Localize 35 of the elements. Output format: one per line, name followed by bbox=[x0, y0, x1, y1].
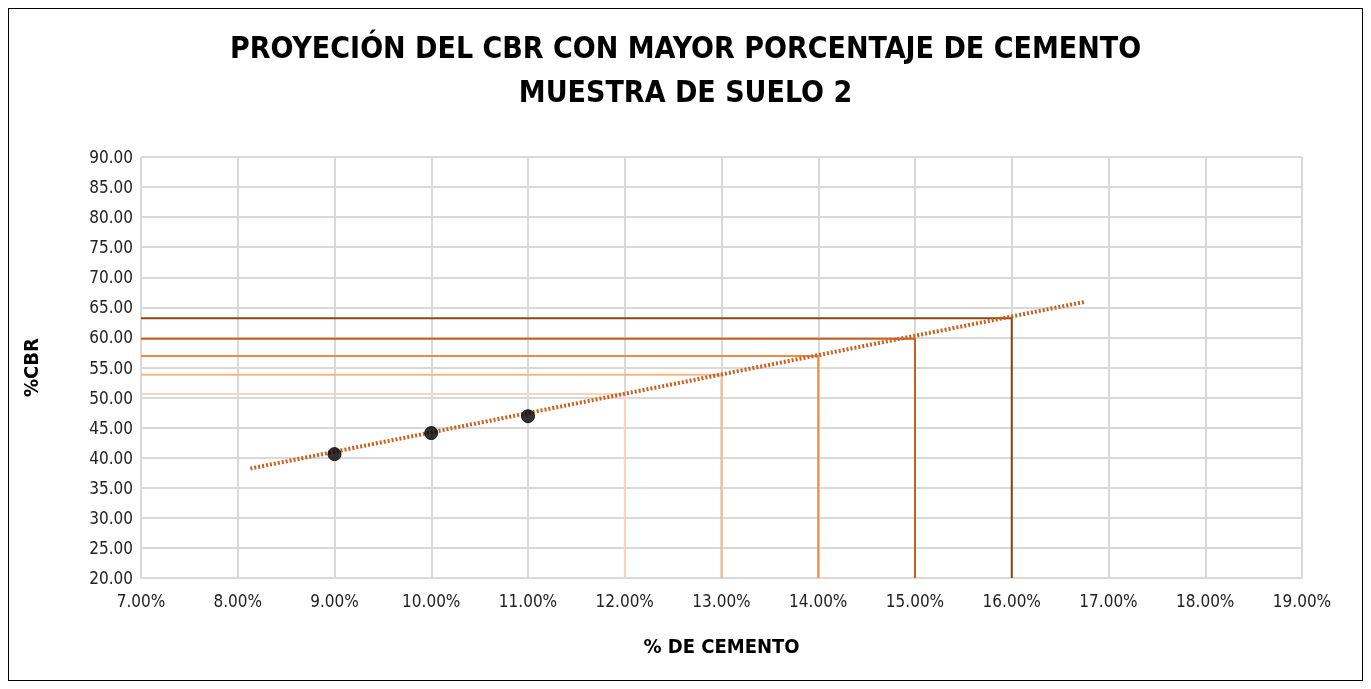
y-tick-label: 70.00 bbox=[89, 267, 133, 288]
x-tick-label: 17.00% bbox=[1079, 590, 1138, 611]
y-axis-title: %CBR bbox=[19, 337, 43, 397]
y-tick-label: 25.00 bbox=[89, 537, 133, 558]
y-tick-label: 65.00 bbox=[89, 297, 133, 318]
x-tick-label: 15.00% bbox=[885, 590, 945, 611]
x-tick-label: 8.00% bbox=[213, 590, 263, 611]
y-tick-label: 60.00 bbox=[89, 327, 133, 348]
y-tick-label: 40.00 bbox=[89, 447, 133, 468]
y-tick-label: 85.00 bbox=[89, 177, 133, 198]
y-tick-label: 20.00 bbox=[89, 568, 133, 588]
y-tick-label: 30.00 bbox=[89, 507, 133, 528]
y-tick-label: 90.00 bbox=[89, 147, 133, 167]
x-tick-label: 13.00% bbox=[692, 590, 751, 611]
x-tick-label: 19.00% bbox=[1272, 590, 1332, 611]
y-tick-label: 80.00 bbox=[89, 207, 133, 228]
x-tick-label: 16.00% bbox=[982, 590, 1041, 611]
chart-subtitle: MUESTRA DE SUELO 2 bbox=[518, 73, 853, 109]
x-tick-label: 10.00% bbox=[402, 590, 461, 611]
point bbox=[521, 409, 535, 424]
x-tick-label: 7.00% bbox=[116, 590, 166, 611]
x-tick-label: 14.00% bbox=[789, 590, 848, 611]
x-tick-label: 12.00% bbox=[595, 590, 654, 611]
point bbox=[424, 426, 439, 441]
x-tick-label: 18.00% bbox=[1176, 590, 1235, 611]
y-tick-label: 75.00 bbox=[89, 237, 133, 258]
y-tick-label: 35.00 bbox=[89, 477, 133, 498]
chart-title: PROYECIÓN DEL CBR CON MAYOR PORCENTAJE DE CEMENTO bbox=[229, 28, 1142, 65]
y-tick-label: 55.00 bbox=[89, 357, 133, 378]
x-tick-label: 9.00% bbox=[310, 590, 359, 611]
point bbox=[327, 447, 342, 462]
y-tick-label: 45.00 bbox=[89, 417, 133, 438]
y-tick-label: 50.00 bbox=[89, 387, 133, 408]
x-tick-label: 11.00% bbox=[498, 590, 558, 611]
x-axis-title: % DE CEMENTO bbox=[643, 634, 800, 658]
